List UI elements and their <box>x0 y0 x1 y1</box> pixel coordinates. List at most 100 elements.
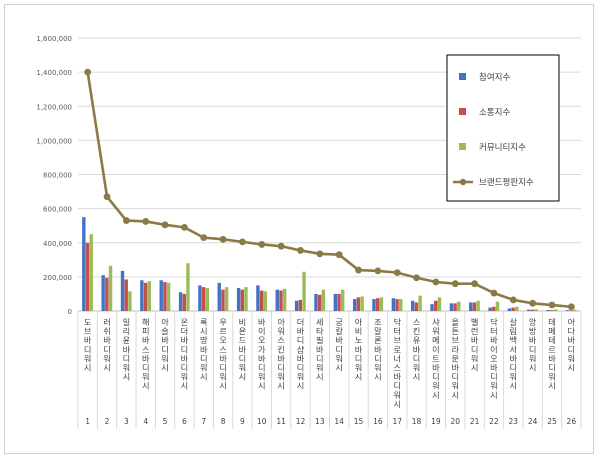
bar-소통지수 <box>240 289 244 311</box>
x-category-number: 18 <box>412 417 422 426</box>
bar-소통지수 <box>143 282 148 311</box>
bar-참여지수 <box>411 300 415 311</box>
bar-소통지수 <box>105 277 109 311</box>
bar-커뮤니티지수 <box>224 287 229 311</box>
bar-커뮤니티지수 <box>302 271 306 311</box>
bar-참여지수 <box>352 299 357 311</box>
bar-소통지수 <box>511 307 515 311</box>
bar-소통지수 <box>453 303 457 311</box>
bar-소통지수 <box>201 287 206 311</box>
bar-참여지수 <box>217 282 221 311</box>
bar-커뮤니티지수 <box>515 306 519 311</box>
x-category-number: 10 <box>257 417 267 426</box>
bar-커뮤니티지수 <box>244 287 248 311</box>
bar-커뮤니티지수 <box>341 289 345 311</box>
bar-참여지수 <box>430 304 434 311</box>
bar-커뮤니티지수 <box>495 301 500 311</box>
legend-label: 소통지수 <box>479 108 510 118</box>
bar-소통지수 <box>298 299 303 311</box>
legend-swatch <box>459 73 466 80</box>
bar-소통지수 <box>85 242 90 311</box>
bar-커뮤니티지수 <box>534 309 538 311</box>
legend-label: 커뮤니티지수 <box>479 142 526 153</box>
bar-소통지수 <box>317 294 322 311</box>
y-tick-label: 800,000 <box>43 172 72 180</box>
x-category-number: 24 <box>528 417 538 426</box>
y-tick-label: 1,000,000 <box>36 137 72 145</box>
x-category-number: 22 <box>489 417 499 426</box>
bar-커뮤니티지수 <box>147 281 151 311</box>
bar-소통지수 <box>376 298 380 311</box>
bar-커뮤니티지수 <box>399 299 403 311</box>
bar-참여지수 <box>507 308 512 311</box>
bar-참여지수 <box>333 293 338 311</box>
bar-소통지수 <box>163 281 167 311</box>
line-point <box>84 68 92 76</box>
line-point <box>142 218 150 225</box>
line-point <box>161 221 169 229</box>
bar-커뮤니티지수 <box>282 288 287 311</box>
bar-소통지수 <box>530 309 535 311</box>
bar-커뮤니티지수 <box>89 234 93 311</box>
bar-참여지수 <box>294 300 299 311</box>
x-category-number: 20 <box>450 417 460 426</box>
line-point <box>277 242 285 250</box>
bar-커뮤니티지수 <box>573 309 577 311</box>
bar-커뮤니티지수 <box>379 297 384 311</box>
bar-참여지수 <box>101 275 105 311</box>
legend-label: 브랜드평판지수 <box>479 177 534 188</box>
x-axis: 도 브 바 디 워 시 1 러 쉬 바 디 워 시 2 일 리 윤 바 디 워 시 3 해 피 바 스 바 디 워 시 4 아 슬 바 디 워 시 5 온 더… <box>77 311 582 429</box>
bar-소통지수 <box>395 299 399 311</box>
x-category-number: 17 <box>392 417 402 426</box>
bar-참여지수 <box>488 307 492 311</box>
bar-참여지수 <box>527 309 531 311</box>
line-series <box>84 68 575 311</box>
x-category-number: 23 <box>509 417 519 426</box>
y-tick-label: 0 <box>68 308 72 316</box>
line-point <box>432 278 440 286</box>
bar-커뮤니티지수 <box>128 291 132 311</box>
bar-참여지수 <box>159 280 163 311</box>
x-category-number: 4 <box>143 417 148 426</box>
y-tick-label: 1,200,000 <box>36 103 72 111</box>
bar-소통지수 <box>337 293 341 311</box>
line-point <box>509 296 517 304</box>
bar-참여지수 <box>198 285 202 311</box>
x-category-number: 2 <box>105 417 110 426</box>
line-point <box>335 251 343 259</box>
bar-커뮤니티지수 <box>263 291 268 311</box>
bar-소통지수 <box>182 293 186 311</box>
line-point <box>413 274 420 282</box>
bar-커뮤니티지수 <box>476 300 480 311</box>
bar-소통지수 <box>124 279 128 311</box>
bar-참여지수 <box>140 280 144 311</box>
bar-커뮤니티지수 <box>360 296 364 311</box>
line-point <box>451 280 459 288</box>
bar-참여지수 <box>449 303 454 311</box>
line-point <box>297 247 304 254</box>
y-tick-label: 1,600,000 <box>36 35 72 43</box>
x-category-number: 16 <box>373 417 383 426</box>
bar-참여지수 <box>120 270 125 311</box>
bar-참여지수 <box>82 217 86 311</box>
line-point <box>239 238 246 246</box>
x-category-number: 8 <box>221 417 226 426</box>
